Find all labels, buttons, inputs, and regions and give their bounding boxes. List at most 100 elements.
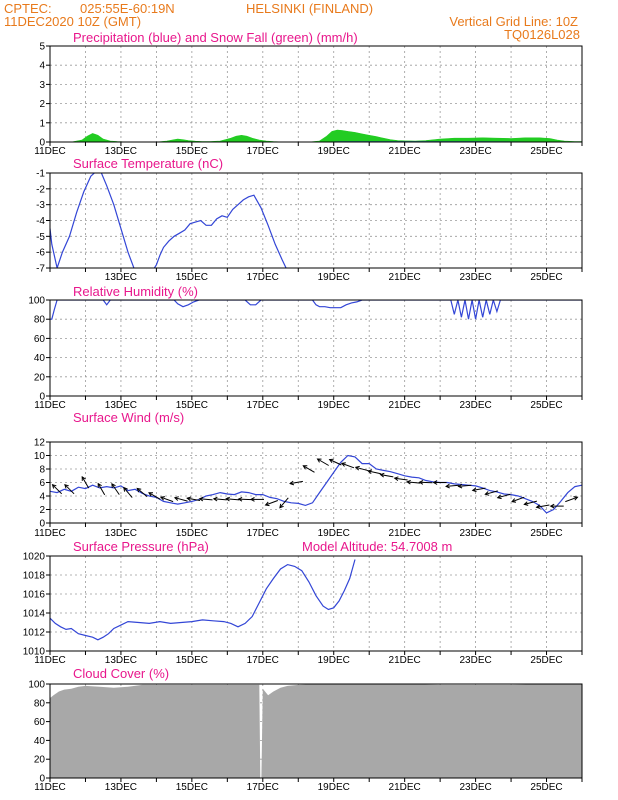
plot-area-precip (50, 129, 582, 142)
wind-arrow-shaft (511, 496, 525, 503)
wind-arrow (511, 496, 525, 503)
wind-arrow-head (198, 496, 204, 502)
x-tick-label: 13DEC (105, 272, 137, 283)
y-tick-label: -5 (36, 232, 45, 243)
wind-arrow-shaft (472, 487, 486, 491)
x-tick-label: 13DEC (105, 655, 137, 666)
wind-arrow-shaft (380, 474, 394, 478)
wind-arrow-head (237, 496, 243, 502)
panel-frame (49, 555, 583, 652)
wind-arrow-head (535, 504, 541, 509)
wind-arrow (249, 497, 264, 502)
wind-arrow (123, 486, 133, 498)
wind-arrow (379, 472, 394, 478)
y-tick-label: 20 (34, 755, 46, 766)
wind-arrow-head (340, 462, 346, 467)
wind-arrow-shaft (136, 488, 148, 498)
wind-arrow-shaft (148, 492, 161, 500)
wind-arrow-head (406, 479, 411, 485)
y-tick-label: -2 (36, 184, 45, 195)
y-tick-label: 1020 (23, 552, 46, 563)
wind-arrow-shaft (52, 484, 63, 495)
wind-arrow-shaft (111, 483, 120, 495)
y-tick-label: -3 (36, 200, 45, 211)
wind-arrow-shaft (81, 476, 90, 489)
wind-arrow (535, 504, 550, 509)
wind-arrow-head (279, 503, 284, 509)
wind-arrow-shaft (485, 490, 498, 495)
wind-arrow-head (136, 487, 142, 493)
y-tick-label: 1 (39, 118, 45, 129)
panel-rh: 0 20 40 60 80 100 11DEC 13DEC 15DEC 17DEC 19DEC 21D… (28, 284, 583, 411)
y-tick-label: 100 (28, 296, 45, 307)
wind-arrow (393, 476, 408, 482)
panel-title: Surface Temperature (nC) (73, 156, 223, 171)
wind-arrow-head (328, 458, 334, 464)
wind-arrow-shaft (524, 500, 538, 505)
series-line-surface-pressure (50, 559, 356, 641)
panel-frame (49, 45, 583, 143)
wind-arrow (97, 482, 106, 496)
x-tick-label: 15DEC (176, 655, 208, 666)
y-tick-label: 6 (39, 478, 45, 489)
wind-arrow-shaft (536, 504, 550, 508)
wind-arrow (316, 458, 329, 466)
wind-arrow-shaft (160, 496, 174, 503)
wind-arrow (237, 496, 252, 502)
y-tick-label: -1 (36, 169, 45, 180)
wind-arrow-head (484, 491, 490, 496)
panel-title: Relative Humidity (%) (73, 284, 198, 299)
header-source: CPTEC: (4, 1, 52, 16)
header-code: TQ0126L028 (504, 27, 580, 42)
wind-arrow-shaft (368, 470, 382, 475)
x-tick-label: 21DEC (389, 272, 421, 283)
wind-arrow-head (549, 503, 555, 509)
y-tick-label: -7 (36, 264, 45, 275)
y-tick-label: 80 (34, 315, 46, 326)
wind-arrow-head (511, 498, 517, 503)
x-tick-label: 23DEC (459, 655, 491, 666)
wind-arrow (111, 483, 120, 495)
y-tick-label: 4 (39, 61, 45, 72)
x-tick-label: 17DEC (247, 272, 279, 283)
plot-area-cloud (50, 684, 582, 778)
wind-arrow-head (159, 496, 165, 501)
wind-arrow-head (393, 476, 399, 482)
y-tick-label: 0 (39, 519, 45, 530)
x-tick-label: 13DEC (105, 782, 137, 793)
y-tick-label: 1018 (23, 571, 46, 582)
x-tick-label: 15DEC (176, 528, 208, 539)
wind-arrow-head (249, 497, 255, 502)
panel-frame (49, 441, 583, 524)
wind-arrow-head (573, 496, 579, 501)
wind-arrow-shaft (279, 497, 289, 509)
wind-arrow-head (186, 496, 192, 502)
wind-arrow-shaft (123, 487, 133, 498)
x-tick-label: 25DEC (530, 655, 562, 666)
header-run: 11DEC2020 10Z (GMT) (4, 14, 141, 29)
x-tick-label: 21DEC (389, 655, 421, 666)
series-line-surface-temperature (50, 173, 287, 268)
wind-arrow (457, 483, 472, 489)
panel-frame (49, 299, 583, 397)
wind-arrow-head (316, 458, 322, 463)
wind-arrow (51, 483, 63, 495)
x-tick-label: 19DEC (318, 655, 350, 666)
wind-arrow-shaft (341, 462, 355, 469)
x-tick-label: 11DEC (34, 782, 66, 793)
x-tick-label: 11DEC (34, 528, 66, 539)
wind-arrow-shaft (290, 480, 303, 485)
x-tick-label: 25DEC (530, 400, 562, 411)
wind-arrow-head (289, 480, 295, 486)
x-tick-label: 25DEC (530, 272, 562, 283)
wind-arrow (354, 465, 369, 472)
panel-cloud: 0 20 40 60 80 100 11DEC 13DEC 15DEC 17DEC 19DEC 21D… (28, 666, 583, 793)
y-tick-label: 60 (34, 717, 46, 728)
wind-arrow-head (111, 483, 116, 488)
panel-title: Precipitation (blue) and Snow Fall (gree… (73, 30, 358, 45)
x-tick-label: 23DEC (459, 146, 491, 157)
x-tick-label: 21DEC (389, 146, 421, 157)
wind-arrow-head (471, 487, 477, 493)
panel-pressure: 1010 1012 1014 1016 1018 1020 11DEC 13DEC 15DEC 1… (23, 539, 583, 666)
